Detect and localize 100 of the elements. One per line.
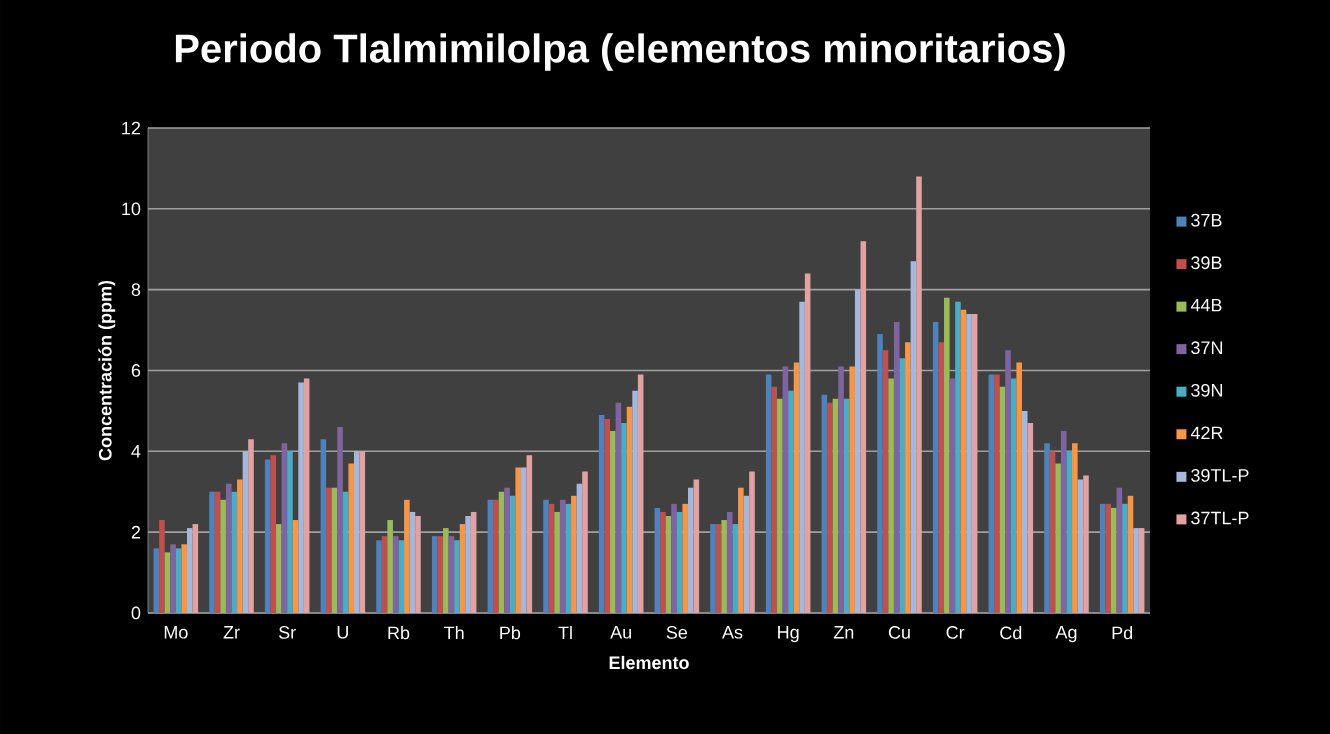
- x-tick-label: Cd: [1000, 626, 1022, 640]
- bar: [882, 350, 889, 613]
- x-tick-label: Cr: [946, 626, 965, 639]
- bar: [231, 491, 238, 613]
- bar: [621, 423, 627, 613]
- bar: [409, 511, 416, 613]
- bar: [337, 427, 343, 613]
- bar: [1127, 495, 1134, 613]
- x-tick-label: Cu: [888, 626, 910, 639]
- bar: [493, 499, 499, 613]
- bar: [192, 524, 199, 613]
- bar: [487, 499, 494, 613]
- bar: [515, 467, 521, 613]
- bar: [693, 479, 700, 613]
- bar: [738, 487, 744, 613]
- bar: [788, 390, 794, 613]
- legend-label: 39N: [1191, 383, 1222, 397]
- bar: [270, 455, 277, 613]
- bar: [331, 487, 338, 613]
- bar: [392, 536, 399, 613]
- bar: [660, 511, 666, 613]
- bar: [153, 548, 160, 613]
- bar: [470, 511, 477, 613]
- y-tick-label: 6: [131, 364, 141, 377]
- bar: [353, 451, 360, 613]
- bar: [710, 524, 716, 613]
- bar: [554, 511, 560, 613]
- bar: [459, 524, 466, 613]
- bar: [637, 374, 644, 613]
- bar: [276, 524, 282, 613]
- bar: [994, 374, 1000, 613]
- y-tick-label: 4: [131, 445, 141, 458]
- bar: [448, 536, 455, 613]
- bar: [292, 520, 299, 613]
- bar: [281, 443, 288, 613]
- x-axis-title: Elemento: [609, 655, 689, 670]
- bar: [726, 511, 733, 613]
- y-tick-label: 8: [131, 283, 141, 297]
- bar: [1133, 528, 1139, 613]
- bar: [526, 455, 533, 613]
- bar: [548, 503, 555, 613]
- legend-label: 42R: [1190, 426, 1223, 440]
- bar: [164, 552, 171, 613]
- bar: [893, 321, 900, 613]
- bar: [220, 499, 226, 613]
- y-tick-label: 0: [131, 606, 141, 620]
- bar: [949, 378, 956, 613]
- bar: [838, 366, 844, 613]
- bar: [1049, 451, 1056, 613]
- bar: [749, 471, 755, 613]
- y-axis-title: Concentración (ppm): [98, 280, 116, 461]
- bar: [671, 503, 677, 613]
- bar: [988, 374, 995, 613]
- bar: [1044, 443, 1050, 613]
- bar: [264, 459, 271, 613]
- bar: [326, 487, 332, 613]
- bar: [715, 524, 722, 613]
- bar: [1060, 431, 1067, 613]
- x-tick-label: Ag: [1055, 626, 1077, 643]
- bar: [610, 431, 616, 613]
- bar: [899, 358, 906, 613]
- bar: [431, 536, 438, 613]
- bar: [743, 495, 750, 613]
- bar: [843, 398, 850, 613]
- x-tick-label: Pd: [1112, 626, 1133, 640]
- bar: [615, 402, 622, 613]
- bar: [298, 382, 304, 613]
- bar: [732, 524, 739, 613]
- bar: [966, 313, 972, 613]
- bar: [376, 540, 382, 613]
- x-tick-label: Hg: [778, 626, 799, 643]
- bar: [387, 520, 393, 613]
- bar: [632, 390, 638, 613]
- y-tick-label: 12: [122, 121, 141, 135]
- bar: [1072, 443, 1078, 613]
- x-tick-label: Zn: [833, 626, 854, 639]
- bar: [1111, 507, 1117, 613]
- bar: [1099, 503, 1106, 613]
- x-tick-label: Sr: [278, 626, 296, 639]
- bar: [582, 471, 588, 613]
- bar: [1138, 528, 1145, 613]
- y-tick-label: 2: [131, 525, 141, 539]
- bar: [999, 386, 1006, 613]
- bar: [626, 406, 633, 613]
- bar: [175, 548, 182, 613]
- bar: [888, 378, 894, 613]
- bar: [782, 366, 789, 613]
- x-tick-label: Rb: [388, 626, 410, 640]
- legend-label: 37N: [1191, 341, 1222, 355]
- bar: [598, 414, 605, 613]
- bar: [159, 520, 165, 613]
- x-tick-label: As: [722, 626, 743, 639]
- bar: [1010, 378, 1017, 613]
- bar: [721, 520, 727, 613]
- bar: [827, 402, 833, 613]
- bar: [1105, 503, 1112, 613]
- bar: [771, 386, 778, 613]
- bar: [571, 495, 577, 613]
- bar: [565, 503, 572, 613]
- bar: [793, 362, 800, 613]
